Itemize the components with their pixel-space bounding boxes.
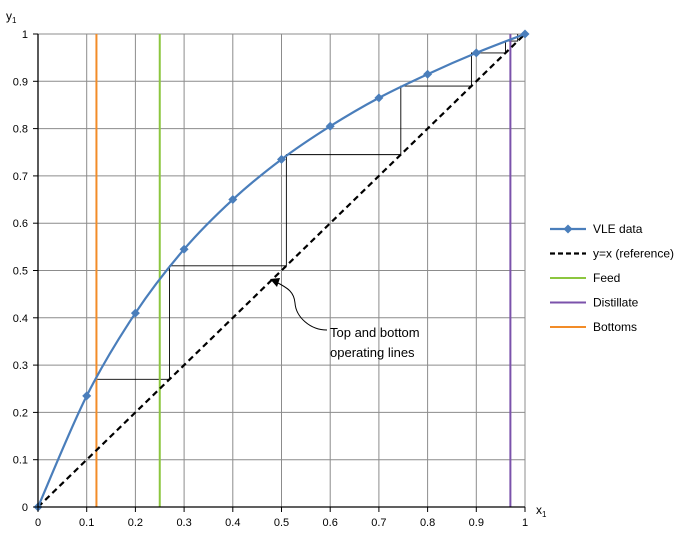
legend-item: Distillate <box>550 296 639 310</box>
annotation-arrow-curve <box>275 281 328 331</box>
vle-data-point <box>374 93 384 103</box>
reference-vertical-lines <box>95 34 512 507</box>
legend-label: VLE data <box>593 222 643 236</box>
y-tick-label: 0.4 <box>13 313 28 325</box>
x-tick-label: 0.5 <box>274 517 289 529</box>
y-tick-label: 0.1 <box>13 455 28 467</box>
legend-label: Bottoms <box>593 320 637 334</box>
vle-curve <box>36 32 526 508</box>
x-axis-label: x1 <box>536 503 547 519</box>
x-tick-label: 0.4 <box>225 517 240 529</box>
legend-item: VLE data <box>550 222 643 236</box>
vle-data-point <box>471 48 481 58</box>
tick-labels: 0 0.1 0.2 0.3 0.4 0.5 0.6 0.7 0.8 0.9 1 0 0.1 0.2 0.3 0… <box>13 29 528 529</box>
legend-marker <box>563 224 573 234</box>
y-tick-label: 0.2 <box>13 407 28 419</box>
x-tick-label: 0.7 <box>371 517 386 529</box>
x-tick-label: 0.9 <box>469 517 484 529</box>
annotation-line-1: Top and bottom <box>330 325 420 340</box>
y-tick-label: 0.6 <box>13 218 28 230</box>
legend-item: Bottoms <box>550 320 637 334</box>
reference-diagonal <box>37 33 526 508</box>
legend-label: y=x (reference) <box>593 247 674 261</box>
diagonal-line <box>37 33 526 508</box>
x-tick-label: 0 <box>35 517 41 529</box>
vle-data-point <box>82 391 92 401</box>
vle-data-point <box>423 69 433 79</box>
vle-series <box>33 29 530 512</box>
y-tick-label: 0.5 <box>13 266 28 278</box>
y-tick-label: 0.8 <box>13 124 28 136</box>
annotation-arrowhead <box>270 278 280 287</box>
x-tick-label: 0.6 <box>323 517 338 529</box>
annotation-line-2: operating lines <box>330 345 415 360</box>
x-tick-label: 1 <box>522 517 528 529</box>
operating-lines-annotation: Top and bottom operating lines <box>270 278 420 360</box>
vle-data-point <box>228 195 238 205</box>
y-tick-label: 0.9 <box>13 76 28 88</box>
legend-label: Distillate <box>593 296 639 310</box>
legend-item: Feed <box>550 271 620 285</box>
stage-steps <box>95 34 519 451</box>
y-tick-label: 0 <box>22 502 28 514</box>
vle-data-point <box>325 121 335 131</box>
x-tick-label: 0.8 <box>420 517 435 529</box>
vle-data-point <box>277 154 286 164</box>
y-axis-label: y1 <box>6 9 17 25</box>
x-tick-label: 0.3 <box>176 517 191 529</box>
vle-data-point <box>179 244 189 254</box>
y-tick-label: 0.7 <box>13 171 28 183</box>
legend: VLE data y=x (reference) Feed Distillate Bot… <box>550 222 674 334</box>
stage-staircase <box>95 34 519 451</box>
x-tick-label: 0.2 <box>128 517 143 529</box>
y-tick-label: 1 <box>22 29 28 41</box>
legend-item: y=x (reference) <box>550 247 674 261</box>
vle-data-point <box>130 308 140 318</box>
legend-label: Feed <box>593 271 620 285</box>
y-tick-label: 0.3 <box>13 360 28 372</box>
vle-data-point <box>520 29 530 39</box>
x-tick-label: 0.1 <box>79 517 94 529</box>
